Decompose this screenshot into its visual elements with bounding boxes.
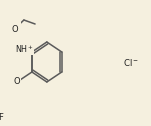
Text: NH$^+$: NH$^+$: [15, 43, 34, 55]
Text: Cl$^-$: Cl$^-$: [123, 56, 139, 68]
Text: O: O: [14, 77, 20, 87]
Text: F: F: [0, 113, 3, 121]
Text: O: O: [11, 24, 18, 34]
